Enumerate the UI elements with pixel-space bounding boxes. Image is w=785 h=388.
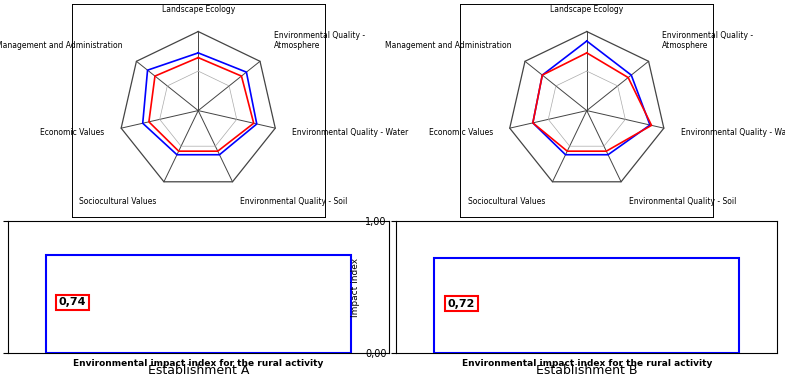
Bar [435, 258, 739, 353]
Text: Sociocultural Values: Sociocultural Values [468, 197, 545, 206]
Text: Mean Utility values for the assessment dimensions: Mean Utility values for the assessment d… [466, 226, 708, 235]
Text: Environmental Quality - Water: Environmental Quality - Water [681, 128, 785, 137]
Text: Economic Values: Economic Values [429, 128, 493, 137]
Text: Mean Utility values for the assessment dimensions: Mean Utility values for the assessment d… [77, 226, 319, 235]
Text: Landscape Ecology: Landscape Ecology [162, 5, 235, 14]
Bar [46, 255, 350, 353]
X-axis label: Environmental impact index for the rural activity: Environmental impact index for the rural… [462, 359, 712, 368]
Text: Environmental Quality - Water: Environmental Quality - Water [292, 128, 408, 137]
Y-axis label: Impact index: Impact index [351, 258, 360, 317]
Text: 0,74: 0,74 [59, 297, 86, 307]
Text: Landscape Ecology: Landscape Ecology [550, 5, 623, 14]
Text: Management and Administration: Management and Administration [385, 42, 511, 50]
X-axis label: Environmental impact index for the rural activity: Environmental impact index for the rural… [73, 359, 323, 368]
Text: Establishment A: Establishment A [148, 364, 249, 377]
Text: 0,72: 0,72 [447, 299, 475, 309]
Text: Environmental Quality - Soil: Environmental Quality - Soil [629, 197, 736, 206]
Text: Economic Values: Economic Values [40, 128, 104, 137]
Text: Environmental Quality -
Atmosphere: Environmental Quality - Atmosphere [663, 31, 754, 50]
Text: Environmental Quality - Soil: Environmental Quality - Soil [240, 197, 348, 206]
Text: Management and Administration: Management and Administration [0, 42, 122, 50]
Text: Environmental Quality -
Atmosphere: Environmental Quality - Atmosphere [274, 31, 365, 50]
Text: Establishment B: Establishment B [536, 364, 637, 377]
Text: Sociocultural Values: Sociocultural Values [79, 197, 156, 206]
